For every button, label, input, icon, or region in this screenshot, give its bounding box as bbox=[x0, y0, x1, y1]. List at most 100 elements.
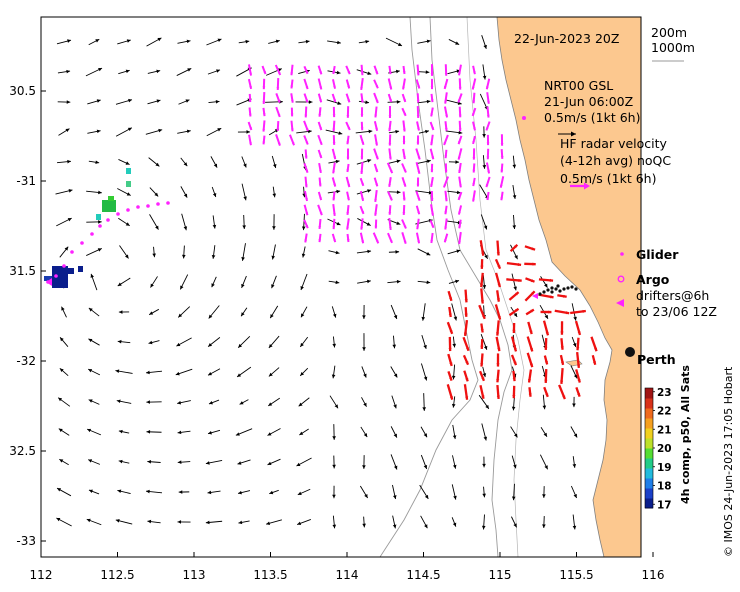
current-arrow bbox=[176, 68, 192, 76]
sst-arrow bbox=[345, 65, 351, 75]
glider-point bbox=[136, 205, 140, 209]
sst-arrow bbox=[248, 93, 252, 103]
sst-arrow bbox=[486, 134, 490, 146]
perth-marker bbox=[625, 347, 635, 357]
current-arrow bbox=[387, 190, 401, 194]
sst-arrow bbox=[346, 163, 350, 173]
sst-arrow bbox=[388, 120, 392, 132]
sst-arrow bbox=[360, 121, 364, 131]
sst-arrow bbox=[332, 106, 336, 118]
hf-arrow bbox=[524, 290, 536, 302]
sst-arrow bbox=[346, 148, 350, 160]
hf-arrow bbox=[479, 240, 485, 256]
sst-arrow bbox=[415, 79, 421, 89]
sst-arrow bbox=[401, 107, 407, 117]
colorbar-label: 4h comp, p50, All Sats bbox=[679, 365, 692, 504]
current-arrow bbox=[86, 248, 102, 256]
current-arrow bbox=[422, 393, 426, 411]
current-arrow bbox=[332, 515, 337, 529]
sst-arrow bbox=[262, 120, 266, 132]
current-arrow bbox=[207, 429, 221, 435]
sst-arrow bbox=[388, 148, 392, 160]
current-arrow bbox=[211, 276, 217, 288]
sst-arrow bbox=[430, 134, 434, 146]
hf-arrow bbox=[524, 262, 536, 266]
sst-arrow bbox=[346, 218, 350, 230]
glider-point bbox=[90, 232, 94, 236]
sst-arrow bbox=[429, 148, 435, 160]
current-arrow bbox=[208, 99, 220, 104]
sst-arrow bbox=[317, 78, 323, 90]
sst-arrow bbox=[373, 92, 379, 104]
current-arrow bbox=[236, 366, 252, 378]
sst-arrow bbox=[303, 162, 309, 174]
drifter-point bbox=[574, 287, 578, 291]
current-arrow bbox=[482, 456, 486, 468]
current-arrow bbox=[266, 519, 282, 526]
current-arrow bbox=[481, 423, 488, 441]
current-arrow bbox=[238, 39, 250, 44]
sst-arrow bbox=[402, 135, 406, 145]
sst-arrow bbox=[500, 134, 504, 146]
sst-arrow bbox=[443, 233, 449, 243]
hf-arrow bbox=[480, 338, 484, 350]
y-tick-label: 30.5 bbox=[9, 84, 36, 98]
sst-arrow bbox=[402, 205, 406, 215]
sst-scale-arrow bbox=[558, 131, 576, 137]
current-arrow bbox=[207, 69, 221, 75]
hf-arrow bbox=[480, 353, 484, 367]
sst-arrow bbox=[402, 120, 406, 132]
current-arrow bbox=[180, 186, 188, 198]
hf-arrow bbox=[494, 258, 502, 270]
hf-arrow bbox=[542, 320, 550, 336]
hf-arrow bbox=[479, 384, 485, 400]
sst-arrow bbox=[388, 65, 392, 75]
current-arrow bbox=[116, 399, 132, 404]
current-arrow bbox=[115, 127, 133, 137]
current-arrow bbox=[56, 487, 72, 497]
sst-arrow bbox=[360, 161, 364, 175]
current-arrow bbox=[417, 280, 431, 285]
sst-arrow bbox=[303, 135, 309, 145]
y-axis: 30.5 -31 31.5 -32 32.5 -33 bbox=[9, 84, 46, 548]
sst-arrow bbox=[318, 218, 322, 230]
sst-arrow bbox=[331, 177, 337, 187]
sst-arrow bbox=[387, 78, 393, 90]
sst-arrow bbox=[458, 64, 462, 76]
current-arrow bbox=[88, 160, 100, 165]
current-arrow bbox=[176, 337, 192, 347]
glider-point bbox=[70, 250, 74, 254]
sst-arrow bbox=[373, 163, 379, 173]
sst-arrow bbox=[304, 149, 308, 159]
sst-time: 21-Jun 06:00Z bbox=[544, 94, 633, 109]
x-tick-label: 113.5 bbox=[253, 568, 287, 582]
current-arrow bbox=[117, 277, 131, 287]
sst-arrow bbox=[360, 78, 364, 90]
sst-arrow bbox=[387, 191, 393, 201]
hf-arrow bbox=[543, 386, 549, 398]
current-arrow bbox=[570, 426, 578, 438]
current-arrow bbox=[211, 186, 217, 198]
current-arrow bbox=[207, 490, 221, 495]
current-arrow bbox=[268, 367, 280, 377]
drifter-point bbox=[570, 285, 574, 289]
sst-arrow bbox=[332, 204, 336, 216]
current-arrow bbox=[417, 99, 431, 104]
current-arrow bbox=[211, 245, 216, 259]
x-tick-label: 113 bbox=[183, 568, 206, 582]
sst-arrow bbox=[457, 205, 463, 215]
current-arrow bbox=[387, 159, 401, 164]
sst-arrow bbox=[415, 190, 421, 202]
current-arrow bbox=[420, 363, 428, 381]
sst-arrow bbox=[346, 205, 350, 215]
sst-arrow bbox=[331, 93, 337, 103]
current-arrow bbox=[392, 335, 397, 349]
sst-arrow bbox=[304, 176, 308, 188]
current-arrow bbox=[295, 100, 313, 104]
colorbar-tick: 17 bbox=[657, 499, 672, 511]
sst-arrow bbox=[485, 121, 491, 131]
glider-track bbox=[46, 201, 170, 286]
glider-point bbox=[98, 224, 102, 228]
sst-arrow bbox=[442, 176, 450, 188]
current-arrow bbox=[57, 159, 71, 164]
